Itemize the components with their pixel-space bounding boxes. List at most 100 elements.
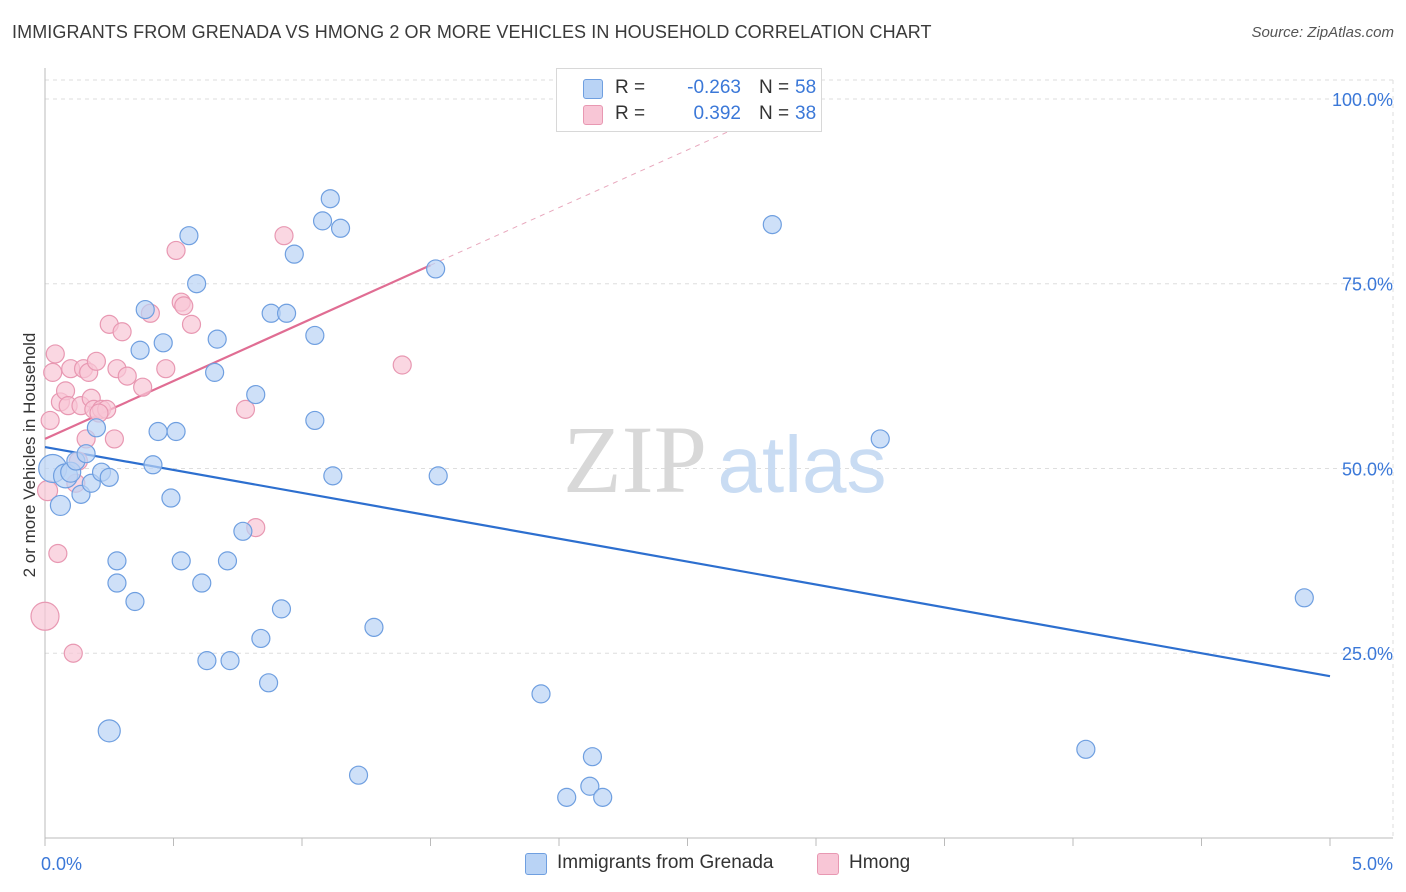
bottom-legend-label-grenada: Immigrants from Grenada	[557, 852, 774, 873]
bottom-legend-swatch-hmong	[817, 853, 839, 875]
legend-r-label: R =	[615, 103, 646, 124]
chart-title: IMMIGRANTS FROM GRENADA VS HMONG 2 OR MO…	[12, 22, 932, 42]
point-grenada	[187, 274, 207, 294]
point-hmong	[63, 643, 83, 663]
point-grenada	[305, 410, 325, 431]
x-tick-label: 5.0%	[1352, 854, 1393, 874]
point-grenada	[161, 488, 181, 508]
point-grenada	[426, 259, 446, 279]
data-points	[30, 189, 1314, 807]
point-grenada	[166, 421, 186, 442]
point-grenada	[323, 466, 343, 486]
point-grenada	[593, 787, 613, 807]
point-hmong	[30, 601, 60, 631]
point-grenada	[125, 591, 145, 612]
point-grenada	[1294, 588, 1314, 608]
point-hmong	[117, 366, 137, 386]
point-grenada	[76, 444, 96, 464]
point-grenada	[171, 551, 191, 571]
point-hmong	[43, 362, 63, 382]
point-hmong	[45, 344, 65, 364]
point-grenada	[99, 467, 119, 487]
trend-line-hmong-extension	[430, 120, 752, 266]
point-grenada	[276, 303, 297, 323]
point-grenada	[130, 340, 150, 360]
y-tick-label: 75.0%	[1342, 275, 1393, 295]
point-grenada	[153, 333, 173, 353]
point-grenada	[197, 651, 217, 671]
point-grenada	[557, 787, 577, 807]
trend-line-grenada	[44, 445, 1331, 678]
point-hmong	[133, 377, 153, 397]
point-hmong	[156, 359, 176, 379]
point-grenada	[364, 617, 384, 637]
legend-n-label: N =	[759, 77, 790, 98]
point-grenada	[97, 719, 121, 743]
point-grenada	[305, 325, 325, 346]
point-grenada	[348, 765, 369, 785]
point-grenada	[148, 421, 168, 442]
point-hmong	[392, 355, 412, 375]
point-grenada	[107, 573, 127, 593]
point-grenada	[107, 551, 127, 571]
y-tick-label: 100.0%	[1332, 90, 1393, 110]
point-grenada	[217, 551, 238, 571]
point-grenada	[233, 521, 253, 541]
legend-n-value: 58	[795, 77, 817, 98]
point-grenada	[251, 628, 271, 649]
legend-r-value: -0.263	[687, 77, 741, 98]
point-grenada	[207, 329, 227, 349]
point-hmong	[104, 429, 124, 449]
point-hmong	[274, 226, 294, 246]
watermark-atlas: atlas	[718, 420, 887, 509]
point-grenada	[428, 466, 448, 486]
grid-lines	[45, 79, 1394, 838]
point-grenada	[312, 211, 333, 231]
legend-r-label: R =	[615, 77, 646, 98]
point-hmong	[86, 351, 107, 371]
point-grenada	[762, 214, 782, 235]
watermark: ZIP atlas	[563, 406, 886, 513]
legend-n-label: N =	[759, 103, 790, 124]
point-grenada	[582, 747, 603, 767]
point-hmong	[166, 240, 186, 261]
tick-labels: 25.0% 50.0% 75.0% 100.0% 0.0% 5.0%	[41, 90, 1393, 874]
point-grenada	[271, 599, 292, 619]
y-axis-label: 2 or more Vehicles in Household	[20, 332, 39, 578]
point-grenada	[135, 299, 155, 320]
point-hmong	[48, 543, 68, 564]
point-grenada	[179, 226, 199, 246]
point-grenada	[330, 218, 351, 238]
y-tick-label: 25.0%	[1342, 644, 1393, 664]
point-grenada	[258, 673, 279, 693]
point-grenada	[246, 384, 266, 405]
point-grenada	[320, 189, 340, 209]
axes	[44, 68, 1393, 846]
point-grenada	[870, 429, 890, 449]
bottom-legend-label-hmong: Hmong	[849, 852, 911, 873]
point-grenada	[49, 494, 72, 517]
legend-swatch-grenada	[583, 79, 603, 99]
x-tick-label: 0.0%	[41, 854, 82, 874]
point-grenada	[220, 651, 240, 671]
point-grenada	[531, 684, 551, 704]
trend-lines	[44, 120, 1331, 678]
y-tick-label: 50.0%	[1342, 459, 1393, 479]
source-label: Source: ZipAtlas.com	[1251, 24, 1394, 41]
point-hmong	[40, 410, 60, 431]
point-grenada	[143, 455, 163, 475]
point-grenada	[86, 418, 107, 438]
correlation-legend: R = -0.263 N = 58 R = 0.392 N = 38	[556, 68, 822, 132]
legend-r-value: 0.392	[693, 103, 741, 124]
point-hmong	[235, 399, 256, 419]
legend-swatch-hmong	[583, 105, 603, 125]
watermark-zip: ZIP	[563, 406, 707, 513]
point-hmong	[174, 296, 194, 316]
point-hmong	[112, 322, 132, 342]
bottom-legend-swatch-grenada	[525, 853, 547, 875]
legend-n-value: 38	[795, 103, 817, 124]
point-grenada	[580, 776, 600, 796]
point-grenada	[192, 573, 212, 593]
point-grenada	[284, 244, 304, 264]
